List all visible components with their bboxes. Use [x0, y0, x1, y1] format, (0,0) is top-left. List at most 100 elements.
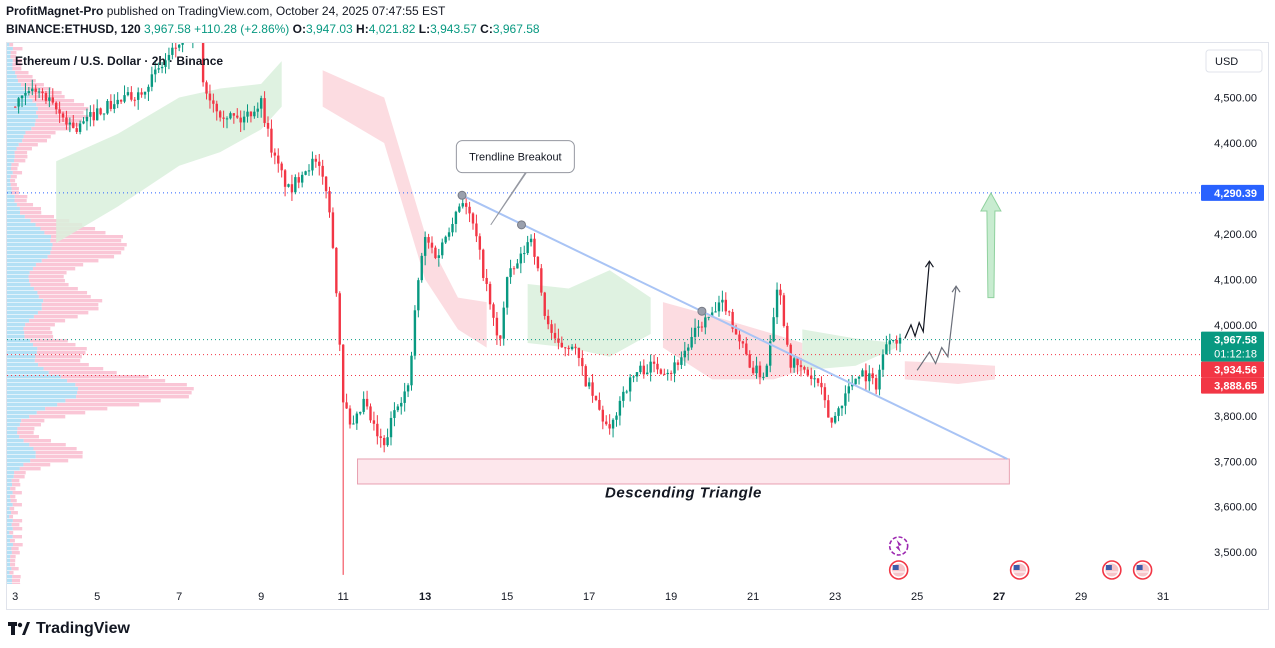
current-price-tag[interactable]: 3,967.58: [1214, 335, 1257, 347]
candle-body: [509, 268, 512, 278]
candle-body: [164, 60, 167, 67]
volume-bar-up: [7, 383, 76, 387]
trendline-anchor[interactable]: [517, 220, 527, 230]
candle-body: [861, 370, 864, 377]
trendline[interactable]: [457, 190, 1008, 460]
tradingview-footer[interactable]: TradingView: [8, 620, 130, 638]
trendline-line[interactable]: [461, 194, 1008, 460]
us-flag-icon[interactable]: [1132, 560, 1153, 580]
volume-bar-down: [14, 151, 28, 155]
candle-body: [232, 113, 236, 116]
callout-text[interactable]: Trendline Breakout: [469, 152, 562, 164]
volume-bar-down: [29, 279, 65, 283]
time-tick: 15: [501, 591, 513, 603]
volume-bar-up: [7, 403, 58, 407]
high-value: 4,021.82: [368, 22, 416, 36]
candle-body: [410, 355, 413, 386]
candle-body: [789, 344, 792, 368]
price-tag-1[interactable]: 3,934.56: [1214, 365, 1257, 377]
flag-canton: [1136, 565, 1143, 570]
price-tag-2[interactable]: 3,888.65: [1214, 381, 1257, 393]
candle-body: [270, 128, 273, 153]
candle-body: [618, 400, 622, 416]
author-name[interactable]: ProfitMagnet-Pro: [6, 4, 104, 18]
candle-body: [75, 128, 78, 132]
volume-bar-down: [44, 231, 106, 235]
volume-bar-up: [7, 291, 38, 295]
volume-bar-down: [50, 251, 122, 255]
volume-bar-down: [23, 135, 51, 139]
projection-path-1[interactable]: [904, 261, 931, 339]
low-label: L:: [418, 22, 431, 36]
candle-body: [17, 98, 20, 107]
usd-button-bg[interactable]: [1205, 49, 1263, 73]
volume-bar-down: [10, 179, 16, 183]
candle-body: [259, 98, 263, 109]
volume-bar-up: [7, 223, 36, 227]
volume-bar-up: [7, 251, 51, 255]
trendline-anchor[interactable]: [697, 306, 707, 316]
candle-body: [92, 112, 95, 121]
volume-bar-up: [7, 231, 45, 235]
volume-bar-down: [12, 575, 21, 579]
volume-bar-down: [60, 375, 149, 379]
candle-body: [581, 357, 584, 367]
candle-body: [444, 236, 447, 243]
trendline-anchor[interactable]: [457, 190, 467, 200]
us-flag-icon[interactable]: [1102, 560, 1122, 580]
currency-button[interactable]: USD: [1205, 49, 1263, 73]
volume-bar-up: [7, 515, 10, 519]
flag-canton: [1105, 565, 1112, 570]
volume-bar-up: [7, 119, 36, 123]
volume-bar-up: [7, 551, 12, 555]
volume-bar-up: [7, 139, 23, 143]
candle-body: [48, 97, 51, 101]
volume-bar-down: [12, 67, 22, 71]
volume-bar-down: [11, 187, 19, 191]
candle-body: [536, 256, 540, 269]
volume-bar-down: [18, 143, 38, 147]
volume-bar-down: [9, 43, 14, 47]
candle-body: [769, 341, 772, 366]
ai-event-icon[interactable]: [888, 536, 909, 556]
time-axis[interactable]: 3 5 7 9 11 13 15 17 19 21 23 25 27 29 31: [12, 591, 1169, 603]
candle-body: [109, 100, 113, 109]
volume-bar-up: [7, 463, 24, 467]
candle-body: [290, 184, 294, 193]
volume-bar-down: [12, 63, 22, 67]
volume-bar-down: [36, 351, 86, 355]
callout-box[interactable]: [455, 140, 575, 226]
volume-bar-down: [9, 539, 15, 543]
volume-bar-down: [45, 407, 108, 411]
pattern-label[interactable]: Descending Triangle: [605, 484, 762, 501]
candle-body: [495, 317, 499, 336]
candlesticks[interactable]: [13, 22, 902, 575]
volume-bar-down: [48, 371, 117, 375]
candle-body: [54, 102, 58, 110]
candle-body: [587, 382, 591, 387]
candle-body: [253, 111, 256, 117]
annotations[interactable]: Trendline Breakout Descending Triangle: [455, 140, 762, 502]
support-zone-rect[interactable]: [357, 458, 1010, 485]
usd-button-label[interactable]: USD: [1215, 56, 1238, 68]
projection-path-2[interactable]: [916, 286, 957, 371]
volume-bar-down: [10, 499, 17, 503]
time-tick: 9: [258, 591, 264, 603]
event-markers[interactable]: [888, 536, 1153, 580]
volume-bar-down: [29, 319, 66, 323]
volume-bar-down: [38, 363, 89, 367]
projection-arrows[interactable]: [904, 191, 1002, 371]
support-zone[interactable]: [357, 458, 1010, 485]
price-tag-4290[interactable]: 4,290.39: [1214, 188, 1257, 200]
price-axis[interactable]: 4,500.004,400.004,300.004,200.004,100.00…: [1201, 93, 1264, 560]
volume-bar-up: [7, 199, 15, 203]
big-up-arrow[interactable]: [980, 191, 1002, 299]
us-flag-icon[interactable]: [888, 560, 909, 580]
volume-bar-down: [36, 103, 85, 107]
candle-body: [321, 165, 324, 177]
candle-body: [225, 118, 229, 120]
us-flag-icon[interactable]: [1009, 560, 1030, 580]
volume-bar-up: [7, 235, 52, 239]
candle-body: [461, 203, 464, 207]
